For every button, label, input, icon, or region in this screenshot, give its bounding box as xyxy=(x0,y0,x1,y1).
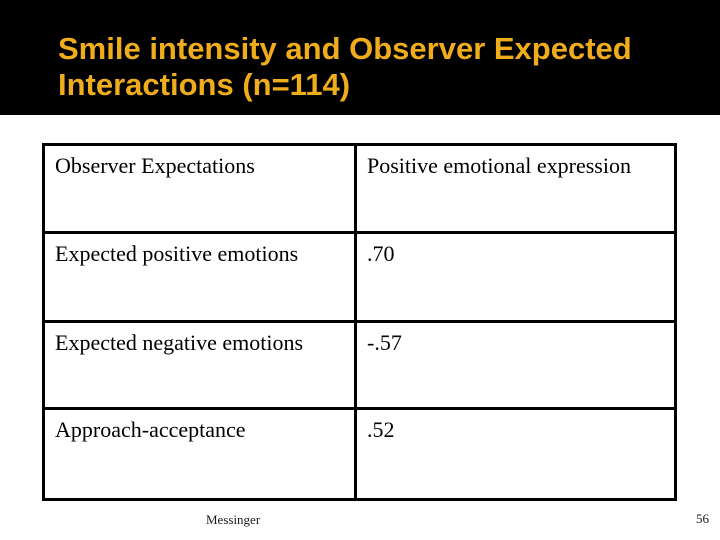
table-row: Approach-acceptance .52 xyxy=(42,407,677,501)
slide-number: 56 xyxy=(696,511,709,526)
title-band: Smile intensity and Observer Expected In… xyxy=(0,0,720,115)
row-value-expected-positive-emotions: .70 xyxy=(354,231,677,323)
row-label-expected-negative-emotions: Expected negative emotions xyxy=(42,320,357,410)
row-label-approach-acceptance: Approach-acceptance xyxy=(42,407,357,501)
slide-title: Smile intensity and Observer Expected In… xyxy=(58,31,632,102)
header-cell-observer-expectations: Observer Expectations xyxy=(42,143,357,234)
table-row: Expected negative emotions -.57 xyxy=(42,320,677,410)
results-table: Observer Expectations Positive emotional… xyxy=(42,143,677,501)
row-value-approach-acceptance: .52 xyxy=(354,407,677,501)
row-value-expected-negative-emotions: -.57 xyxy=(354,320,677,410)
row-label-expected-positive-emotions: Expected positive emotions xyxy=(42,231,357,323)
table-header-row: Observer Expectations Positive emotional… xyxy=(42,143,677,234)
footer-author: Messinger xyxy=(206,512,261,527)
header-cell-positive-emotional-expression: Positive emotional expression xyxy=(354,143,677,234)
table-row: Expected positive emotions .70 xyxy=(42,231,677,323)
